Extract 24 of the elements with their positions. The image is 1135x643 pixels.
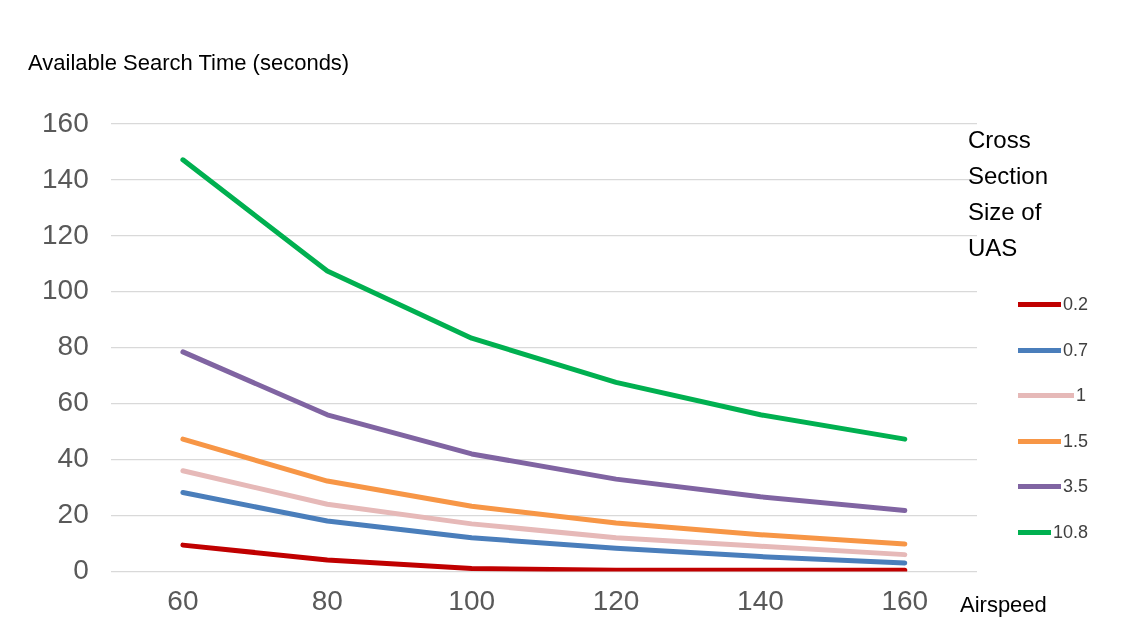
y-tick-label: 160 [42,106,89,138]
x-axis-title: Airspeed [960,592,1047,618]
legend-label: 0.7 [1062,339,1088,361]
x-tick-label: 120 [592,584,640,616]
legend-label: 1.5 [1062,430,1088,452]
y-tick-label: 60 [57,386,89,418]
x-tick-label: 160 [881,584,929,616]
legend-label: 0.2 [1062,294,1088,316]
y-tick-label: 20 [57,498,89,530]
legend-label: 3.5 [1062,476,1088,498]
x-tick-label: 60 [167,584,199,616]
y-tick-label: 140 [42,162,89,194]
y-tick-label: 80 [57,330,89,362]
x-tick-label: 140 [737,584,784,616]
legend-title: Cross Section Size of UAS [968,125,1050,263]
y-tick-label: 0 [73,554,89,586]
y-tick-label: 40 [57,442,89,474]
x-tick-label: 100 [448,584,496,616]
legend-label: 10.8 [1052,521,1088,543]
x-tick-label: 80 [311,584,343,616]
y-tick-label: 120 [42,218,89,250]
y-axis-title: Available Search Time (seconds) [28,50,350,76]
legend-label: 1 [1076,385,1087,407]
y-tick-label: 100 [42,274,89,306]
